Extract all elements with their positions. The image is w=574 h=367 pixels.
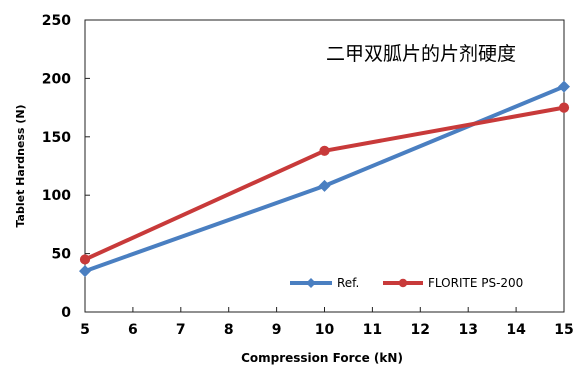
data-point-ref xyxy=(318,179,331,192)
x-axis-ticks: 5 6 7 8 9 10 11 12 13 14 15 xyxy=(80,307,574,338)
y-tick-label: 250 xyxy=(42,13,71,29)
x-tick-label: 5 xyxy=(80,322,90,338)
data-point-ref xyxy=(79,265,91,278)
x-tick-label: 14 xyxy=(506,322,526,338)
x-tick-label: 6 xyxy=(128,322,138,338)
x-tick-label: 15 xyxy=(554,322,573,338)
x-tick-label: 7 xyxy=(176,322,186,338)
x-tick-label: 9 xyxy=(272,322,282,338)
x-tick-label: 10 xyxy=(315,322,335,338)
x-axis-label: Compression Force (kN) xyxy=(241,351,403,365)
data-point-florite-ps-200 xyxy=(319,145,330,156)
x-tick-label: 8 xyxy=(224,322,234,338)
x-tick-label: 11 xyxy=(363,322,382,338)
series-layer xyxy=(79,80,570,278)
x-tick-label: 13 xyxy=(458,322,477,338)
y-tick-label: 50 xyxy=(52,247,72,263)
chart-title: 二甲双胍片的片剂硬度 xyxy=(326,43,516,65)
legend-marker-florite-ps-200 xyxy=(398,278,408,288)
legend-marker-ref xyxy=(306,278,316,288)
legend-label-florite-ps-200: FLORITE PS-200 xyxy=(428,276,523,290)
data-point-florite-ps-200 xyxy=(558,102,570,113)
legend: Ref. FLORITE PS-200 xyxy=(290,276,523,290)
y-tick-label: 200 xyxy=(42,71,71,87)
data-point-florite-ps-200 xyxy=(79,254,91,265)
y-axis-label: Tablet Hardness (N) xyxy=(14,104,27,227)
y-tick-label: 0 xyxy=(61,305,71,321)
y-tick-label: 150 xyxy=(42,130,71,146)
legend-label-ref: Ref. xyxy=(337,276,359,290)
y-axis-ticks: 0 50 100 150 200 250 xyxy=(42,13,90,321)
data-point-ref xyxy=(558,80,570,93)
x-tick-label: 12 xyxy=(411,322,430,338)
y-tick-label: 100 xyxy=(42,188,71,204)
